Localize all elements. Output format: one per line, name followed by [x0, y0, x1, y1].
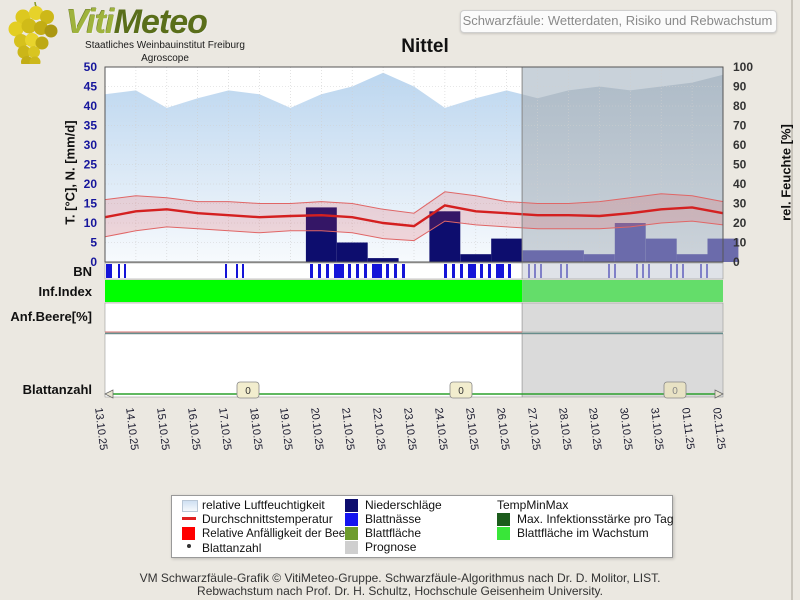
- svg-text:0: 0: [245, 386, 251, 397]
- svg-text:40: 40: [733, 177, 747, 191]
- svg-text:5: 5: [90, 236, 97, 250]
- svg-text:0: 0: [90, 255, 97, 269]
- svg-text:30: 30: [84, 138, 98, 152]
- svg-text:70: 70: [733, 119, 747, 133]
- svg-text:10: 10: [733, 236, 747, 250]
- svg-text:90: 90: [733, 80, 747, 94]
- svg-text:0: 0: [733, 255, 740, 269]
- svg-text:60: 60: [733, 138, 747, 152]
- svg-text:45: 45: [84, 80, 98, 94]
- svg-text:0: 0: [672, 386, 678, 397]
- svg-text:100: 100: [733, 60, 753, 74]
- svg-text:20: 20: [733, 216, 747, 230]
- svg-text:50: 50: [84, 60, 98, 74]
- svg-text:20: 20: [84, 177, 98, 191]
- svg-text:80: 80: [733, 99, 747, 113]
- svg-text:15: 15: [84, 197, 98, 211]
- svg-text:35: 35: [84, 119, 98, 133]
- svg-text:25: 25: [84, 158, 98, 172]
- svg-text:50: 50: [733, 158, 747, 172]
- svg-text:0: 0: [458, 386, 464, 397]
- svg-text:40: 40: [84, 99, 98, 113]
- svg-text:10: 10: [84, 216, 98, 230]
- svg-text:30: 30: [733, 197, 747, 211]
